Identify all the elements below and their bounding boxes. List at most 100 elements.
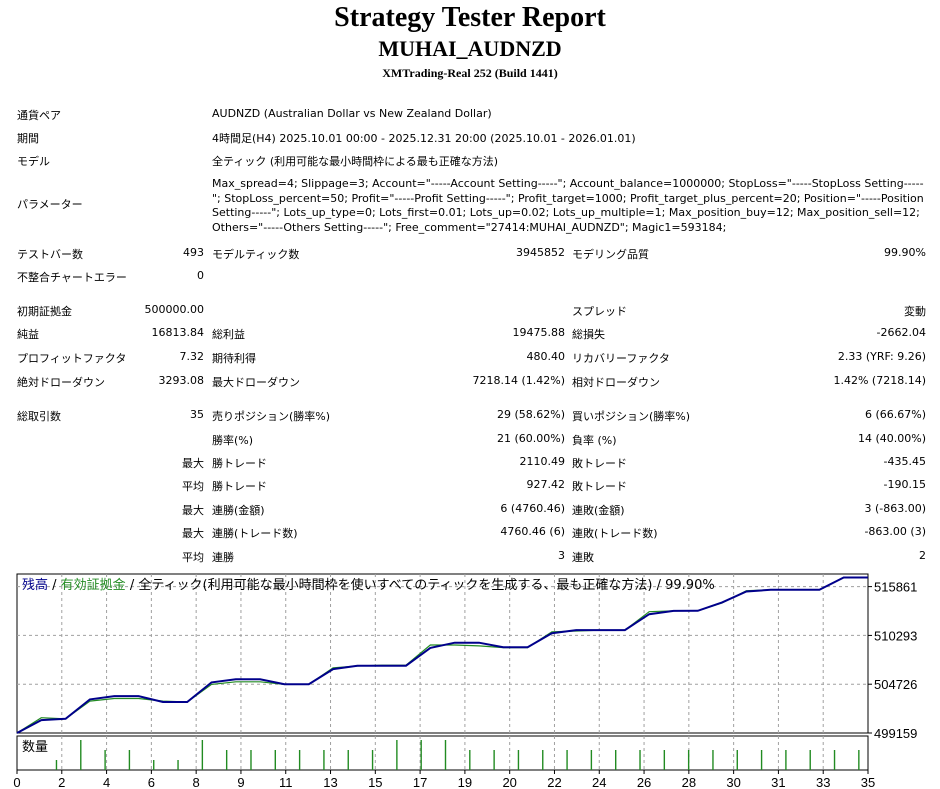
x-tick-label: 26 <box>637 775 651 789</box>
avg-prefix: 平均 <box>182 551 204 564</box>
model-label: モデル <box>17 155 50 168</box>
chart-legend: 残高 / 有効証拠金 / 全ティック(利用可能な最小時間枠を使いすべてのティック… <box>22 577 715 593</box>
report-title: Strategy Tester Report <box>334 2 606 33</box>
max-prefix: 最大 <box>182 457 204 470</box>
consec-losses-amount-value: 3 (-863.00) <box>864 502 926 515</box>
symbol-value: AUDNZD (Australian Dollar vs New Zealand… <box>212 107 492 120</box>
period-label: 期間 <box>17 132 39 145</box>
net-profit-value: 16813.84 <box>151 326 205 339</box>
x-tick-label: 15 <box>368 775 382 789</box>
consec-wins-amount-label: 連勝(金額) <box>212 504 265 517</box>
max-loss-label: 敗トレード <box>572 457 627 470</box>
x-tick-label: 8 <box>193 775 200 789</box>
win-rate-label: 勝率(%) <box>212 434 254 447</box>
long-positions-value: 6 (66.67%) <box>864 408 926 421</box>
errors-label: 不整合チャートエラー <box>17 271 127 284</box>
ticks-label: モデルティック数 <box>212 248 300 261</box>
spread-value: 変動 <box>904 305 926 318</box>
params-label: パラメーター <box>17 198 83 211</box>
errors-value: 0 <box>197 269 204 282</box>
x-tick-label: 17 <box>413 775 427 789</box>
consec-losses-count-value: -863.00 (3) <box>864 525 926 538</box>
balance-line <box>16 576 868 734</box>
abs-drawdown-value: 3293.08 <box>158 374 205 387</box>
max-prefix: 最大 <box>182 527 204 540</box>
bars-value: 493 <box>183 246 204 259</box>
avg-win-value: 927.42 <box>526 478 566 491</box>
avg-consec-wins-value: 3 <box>558 549 565 562</box>
x-tick-label: 0 <box>13 775 20 789</box>
volume-label: 数量 <box>22 740 48 755</box>
recovery-factor-label: リカバリーファクタ <box>572 352 670 365</box>
rel-drawdown-value: 1.42% (7218.14) <box>833 374 926 387</box>
net-profit-label: 純益 <box>17 328 39 341</box>
win-rate-value: 21 (60.00%) <box>496 432 565 445</box>
x-tick-label: 33 <box>816 775 830 789</box>
short-positions-label: 売りポジション(勝率%) <box>212 410 331 423</box>
x-tick-label: 4 <box>103 775 110 789</box>
y-tick-label: 499159 <box>874 726 917 741</box>
x-tick-label: 11 <box>279 775 293 789</box>
loss-rate-value: 14 (40.00%) <box>857 432 926 445</box>
avg-consec-losses-value: 2 <box>919 549 926 562</box>
volume-frame <box>16 735 869 771</box>
x-tick-label: 20 <box>502 775 516 789</box>
x-tick-label: 6 <box>148 775 155 789</box>
loss-rate-label: 負率 (%) <box>572 434 617 447</box>
x-tick-label: 24 <box>592 775 606 789</box>
x-tick-label: 13 <box>323 775 337 789</box>
max-loss-value: -435.45 <box>883 455 926 468</box>
model-value: 全ティック (利用可能な最小時間枠による最も正確な方法) <box>212 155 499 168</box>
profit-factor-label: プロフィットファクタ <box>17 352 127 365</box>
consec-wins-count-value: 4760.46 (6) <box>500 525 565 538</box>
max-win-value: 2110.49 <box>519 455 566 468</box>
quality-value: 99.90% <box>884 246 926 259</box>
legend-model: / 全ティック(利用可能な最小時間枠を使いすべてのティックを生成する、最も正確な… <box>126 577 715 593</box>
gross-loss-value: -2662.04 <box>876 326 926 339</box>
server-name: XMTrading-Real 252 (Build 1441) <box>382 66 558 80</box>
gross-profit-value: 19475.88 <box>512 326 566 339</box>
avg-consec-losses-label: 連敗 <box>572 551 594 564</box>
abs-drawdown-label: 絶対ドローダウン <box>17 376 105 389</box>
consec-wins-amount-value: 6 (4760.46) <box>500 502 565 515</box>
avg-loss-value: -190.15 <box>883 478 926 491</box>
symbol-label: 通貨ペア <box>17 109 61 122</box>
spread-label: スプレッド <box>572 305 627 318</box>
avg-consec-wins-label: 連勝 <box>212 551 234 564</box>
x-tick-label: 28 <box>682 775 696 789</box>
expected-payoff-label: 期待利得 <box>212 352 256 365</box>
profit-factor-value: 7.32 <box>179 350 205 363</box>
y-tick-label: 510293 <box>874 628 917 643</box>
x-tick-label: 35 <box>861 775 875 789</box>
consec-losses-count-label: 連敗(トレード数) <box>572 527 658 540</box>
x-tick-label: 2 <box>58 775 65 789</box>
chart-frame <box>16 573 869 734</box>
x-tick-label: 19 <box>458 775 472 789</box>
total-trades-label: 総取引数 <box>17 410 61 423</box>
rel-drawdown-label: 相対ドローダウン <box>572 376 660 389</box>
avg-loss-label: 敗トレード <box>572 480 627 493</box>
avg-prefix: 平均 <box>182 480 204 493</box>
y-tick-label: 515861 <box>874 580 917 595</box>
total-trades-value: 35 <box>190 408 204 421</box>
consec-losses-amount-label: 連敗(金額) <box>572 504 625 517</box>
max-win-label: 勝トレード <box>212 457 267 470</box>
short-positions-value: 29 (58.62%) <box>496 408 565 421</box>
params-value: Max_spread=4; Slippage=3; Account="-----… <box>212 177 924 234</box>
gross-loss-label: 総損失 <box>572 328 605 341</box>
max-drawdown-value: 7218.14 (1.42%) <box>472 374 565 387</box>
expert-name: MUHAI_AUDNZD <box>378 36 562 61</box>
y-tick-label: 504726 <box>874 677 917 692</box>
x-tick-label: 22 <box>547 775 561 789</box>
avg-win-label: 勝トレード <box>212 480 267 493</box>
quality-label: モデリング品質 <box>572 248 649 261</box>
deposit-value: 500000.00 <box>144 303 205 316</box>
long-positions-label: 買いポジション(勝率%) <box>572 410 691 423</box>
bars-label: テストバー数 <box>17 248 83 261</box>
consec-wins-count-label: 連勝(トレード数) <box>212 527 298 540</box>
balance-chart: 515861 510293 504726 499159 0 2 4 6 8 9 11 13 15 17 19… <box>0 570 940 789</box>
gross-profit-label: 総利益 <box>212 328 245 341</box>
expected-payoff-value: 480.40 <box>526 350 566 363</box>
max-prefix: 最大 <box>182 504 204 517</box>
